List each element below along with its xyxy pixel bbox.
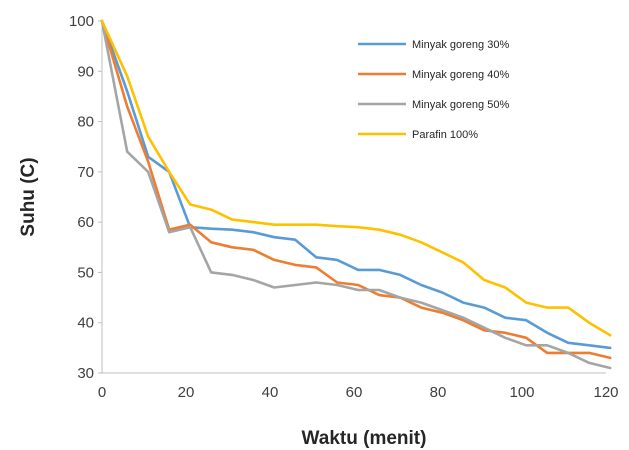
y-tick-label: 80 bbox=[77, 114, 94, 131]
y-axis-title: Suhu (C) bbox=[18, 157, 39, 236]
legend-label-0: Minyak goreng 30% bbox=[412, 39, 509, 51]
legend-label-3: Parafin 100% bbox=[412, 129, 478, 141]
x-tick-label: 20 bbox=[178, 384, 195, 401]
y-tick-label: 30 bbox=[77, 365, 94, 382]
x-tick-label: 0 bbox=[98, 384, 106, 401]
y-tick-label: 90 bbox=[77, 63, 94, 80]
x-tick-label: 120 bbox=[593, 384, 618, 401]
x-axis-title: Waktu (menit) bbox=[302, 428, 427, 449]
series-line-3 bbox=[100, 19, 612, 337]
x-tick-label: 80 bbox=[430, 384, 447, 401]
y-tick-label: 50 bbox=[77, 264, 94, 281]
y-tick-label: 40 bbox=[77, 315, 94, 332]
legend-label-1: Minyak goreng 40% bbox=[412, 69, 509, 81]
y-tick-label: 100 bbox=[69, 13, 94, 30]
legend: Minyak goreng 30% Minyak goreng 40% Minyak… bbox=[358, 39, 509, 141]
x-tick-label: 100 bbox=[509, 384, 534, 401]
y-tick-label: 60 bbox=[77, 214, 94, 231]
axes: 0 20 40 60 80 100 120 30 40 50 60 70 80 90 100 bbox=[69, 13, 619, 401]
series-line-1 bbox=[100, 19, 612, 360]
x-tick-label: 60 bbox=[346, 384, 363, 401]
legend-label-2: Minyak goreng 50% bbox=[412, 99, 509, 111]
x-tick-label: 40 bbox=[262, 384, 279, 401]
y-tick-label: 70 bbox=[77, 164, 94, 181]
series-layer bbox=[100, 19, 612, 370]
series-line-2 bbox=[100, 19, 612, 370]
